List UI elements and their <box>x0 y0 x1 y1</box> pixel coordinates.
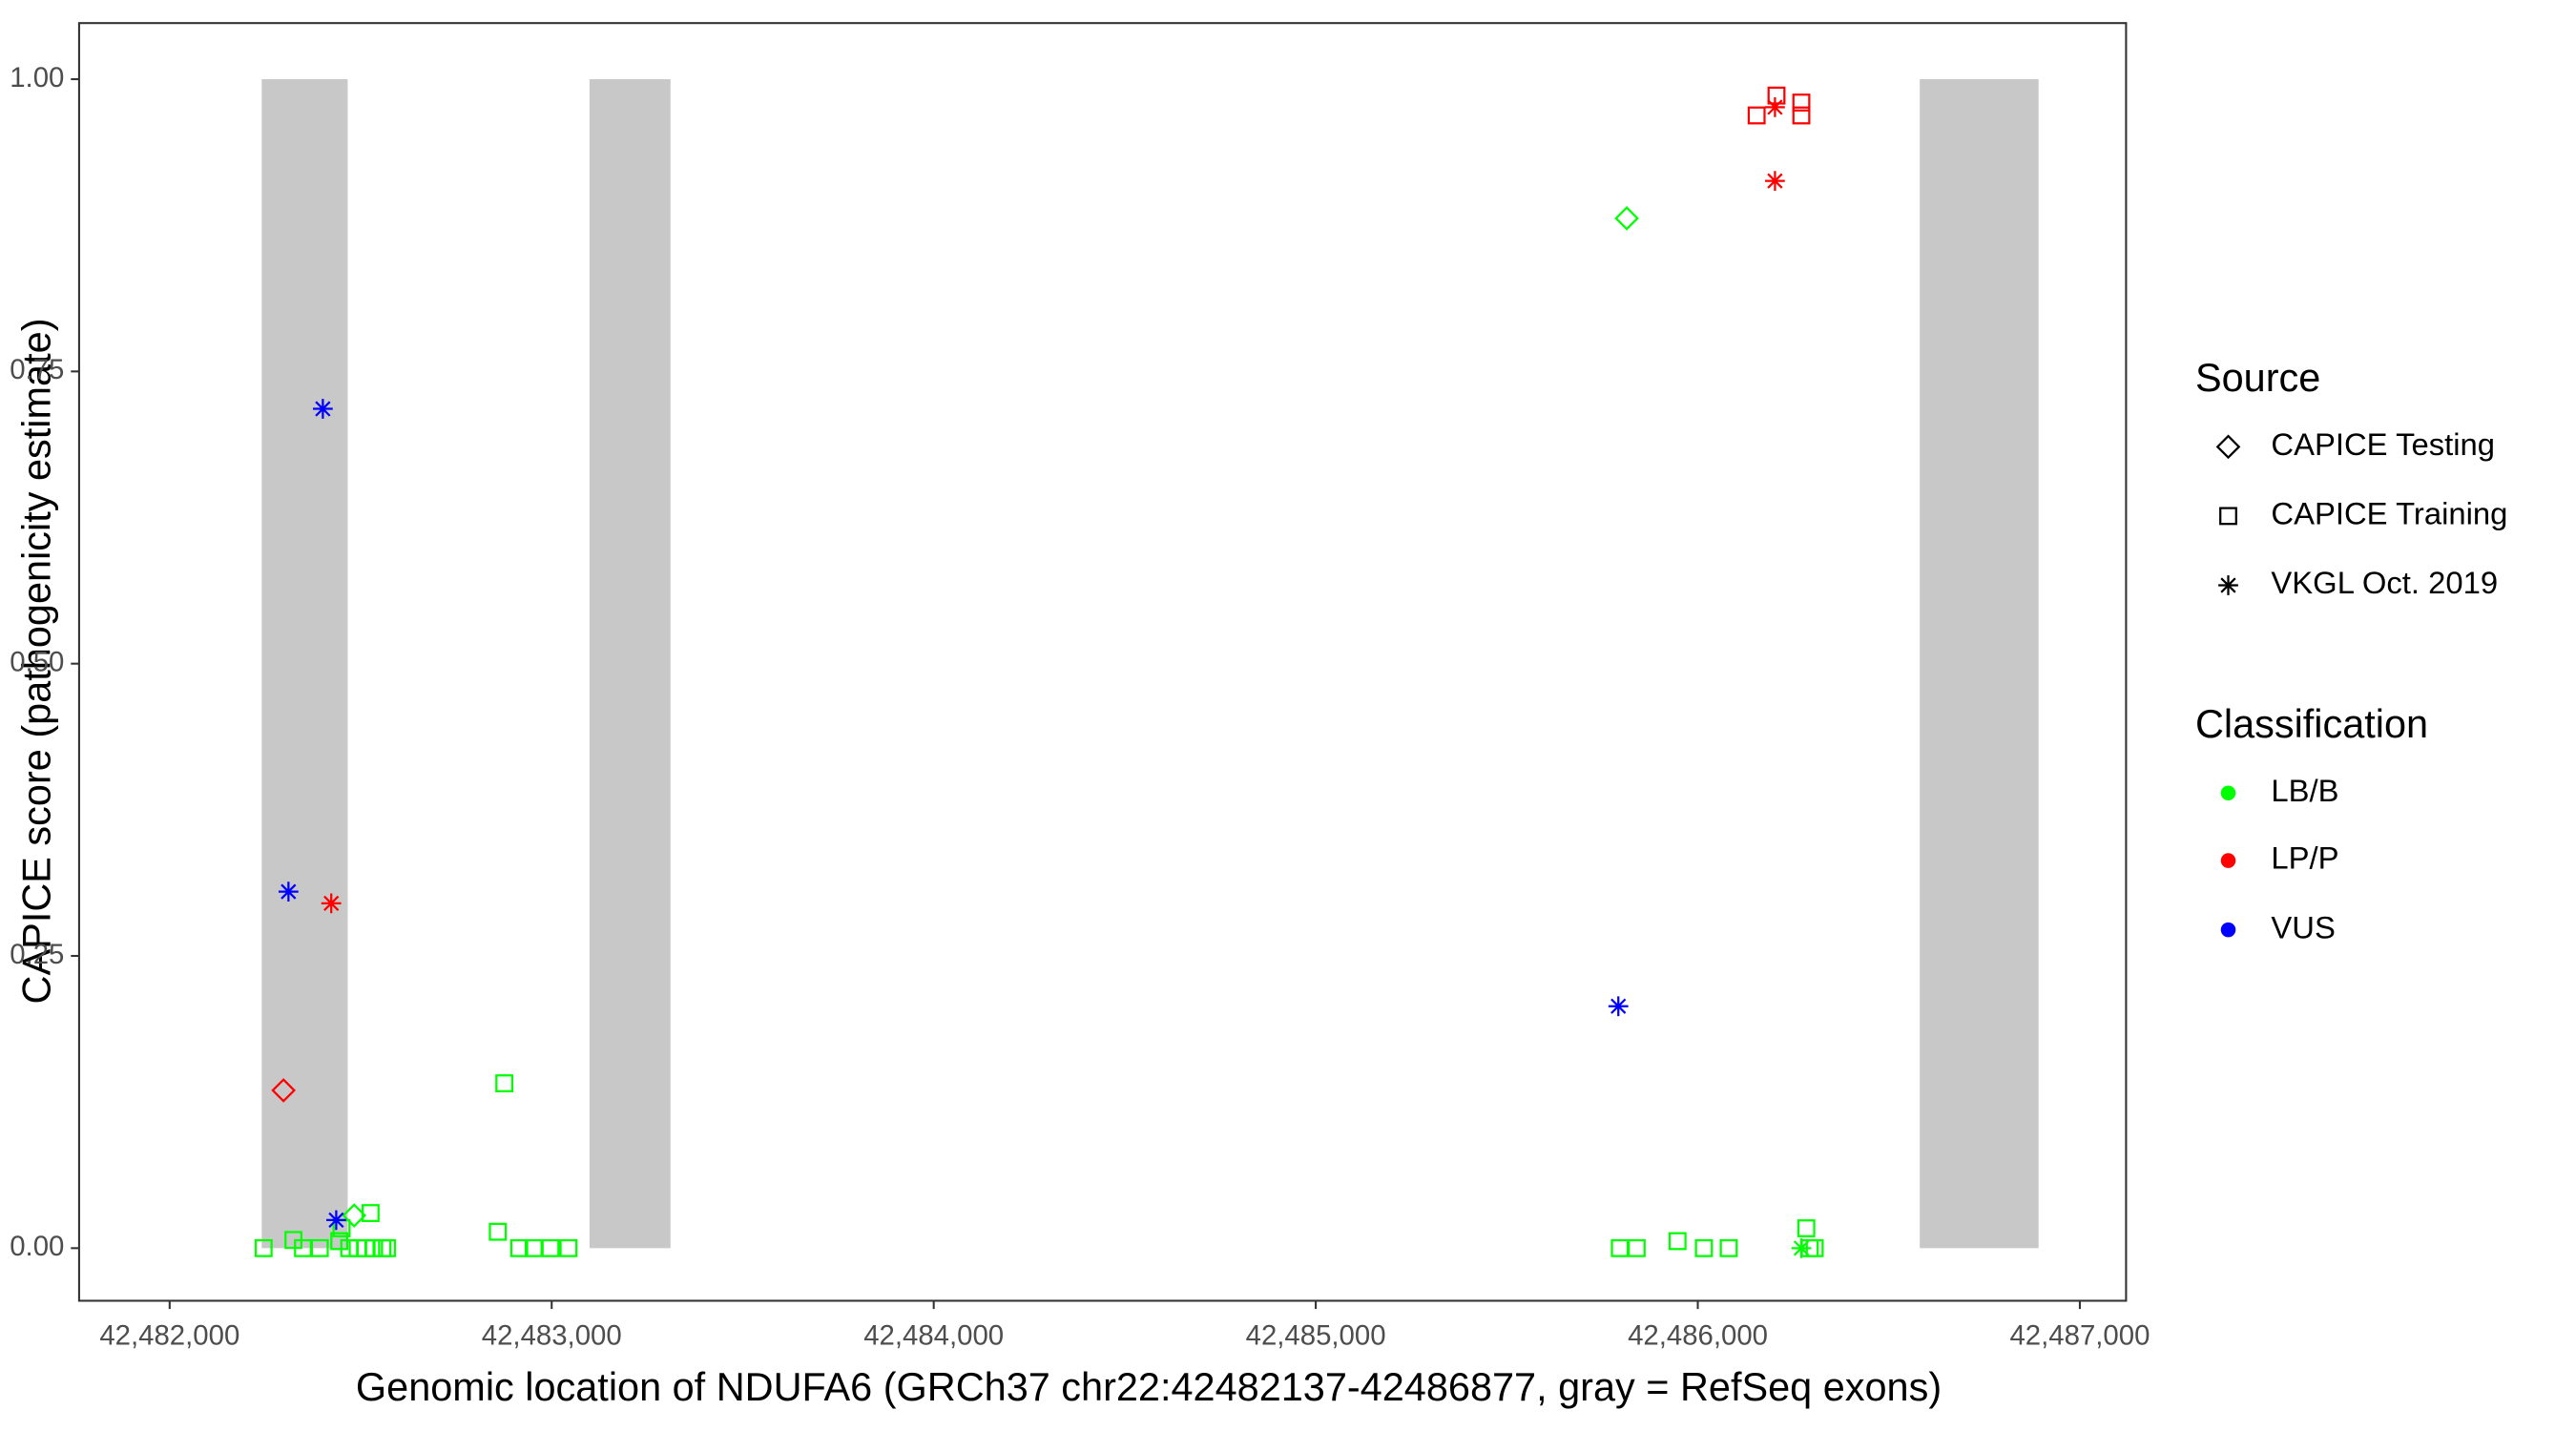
x-tick-label: 42,486,000 <box>1628 1319 1768 1351</box>
point <box>495 1074 514 1092</box>
x-tick-label: 42,483,000 <box>482 1319 622 1351</box>
exon <box>261 79 348 1249</box>
point <box>1797 1219 1816 1237</box>
legend-label: LP/P <box>2271 840 2338 876</box>
point <box>362 1204 380 1222</box>
y-tick-label: 1.00 <box>10 62 64 93</box>
point <box>1791 1237 1812 1258</box>
legend-symbol <box>2220 785 2236 800</box>
legend-title: Classification <box>2195 701 2428 746</box>
x-tick-label: 42,484,000 <box>863 1319 1004 1351</box>
y-tick-label: 0.75 <box>10 354 64 385</box>
exon <box>1920 79 2039 1249</box>
legend-label: CAPICE Testing <box>2271 426 2495 462</box>
point <box>1765 171 1785 191</box>
point <box>313 399 333 419</box>
legend-symbol <box>2218 575 2238 595</box>
point <box>1610 1238 1630 1257</box>
legend-label: VUS <box>2271 909 2335 944</box>
point <box>488 1222 508 1241</box>
legend-symbol <box>2215 434 2241 460</box>
legend-symbol <box>2219 507 2237 526</box>
point <box>1608 996 1629 1017</box>
y-tick-label: 0.25 <box>10 939 64 970</box>
point <box>1767 86 1786 105</box>
point <box>326 1210 346 1231</box>
legend-symbol <box>2220 922 2236 938</box>
point <box>1747 106 1766 125</box>
point <box>278 881 299 902</box>
x-tick-label: 42,485,000 <box>1246 1319 1386 1351</box>
point <box>1792 106 1811 125</box>
point <box>321 893 342 914</box>
point <box>509 1238 529 1257</box>
point <box>1765 97 1785 117</box>
point <box>271 1078 296 1103</box>
point <box>378 1238 397 1257</box>
legend-label: LB/B <box>2271 773 2338 808</box>
point <box>342 1203 367 1228</box>
point <box>1668 1232 1687 1251</box>
legend-title: Source <box>2195 355 2320 400</box>
legend-label: CAPICE Training <box>2271 496 2507 531</box>
point <box>1628 1238 1646 1257</box>
y-tick-label: 0.00 <box>10 1231 64 1262</box>
x-tick-label: 42,487,000 <box>2009 1319 2150 1351</box>
point <box>541 1238 560 1257</box>
point <box>1719 1238 1738 1257</box>
plot-border <box>77 22 2128 1302</box>
point <box>559 1238 578 1257</box>
y-tick-label: 0.50 <box>10 646 64 677</box>
point <box>1694 1238 1714 1257</box>
legend-symbol <box>2220 853 2236 868</box>
point <box>254 1238 273 1257</box>
legend-label: VKGL Oct. 2019 <box>2271 565 2498 600</box>
x-axis-title: Genomic location of NDUFA6 (GRCh37 chr22… <box>356 1364 1942 1409</box>
point <box>310 1238 329 1257</box>
x-tick-label: 42,482,000 <box>99 1319 239 1351</box>
y-axis-title: CAPICE score (pathogenicity estimate) <box>13 318 58 1004</box>
point <box>1614 206 1639 231</box>
exon <box>589 79 671 1249</box>
point <box>1792 93 1811 112</box>
